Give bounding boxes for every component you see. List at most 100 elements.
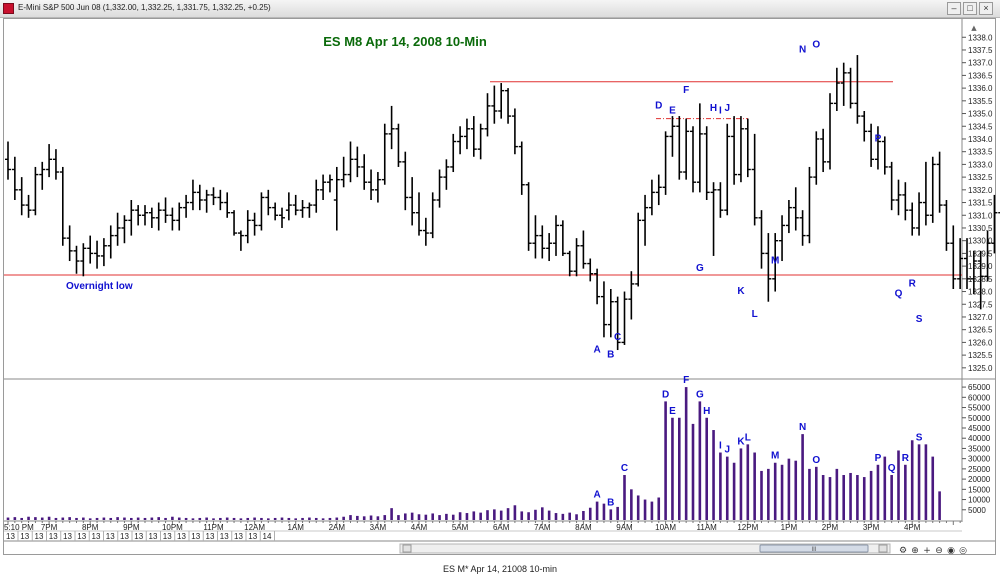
- ohlc-bar: [5, 141, 11, 180]
- volume-bar: [397, 515, 400, 520]
- volume-bar: [856, 475, 859, 520]
- volume-bar: [849, 472, 852, 520]
- ohlc-bar: [326, 174, 333, 193]
- ohlc-bar: [806, 166, 813, 244]
- ohlc-bar: [224, 192, 231, 218]
- crosshair-icon[interactable]: +: [923, 546, 931, 556]
- volume-bar: [184, 517, 188, 520]
- volume-annotation-label: S: [916, 432, 923, 443]
- ohlc-bar: [546, 233, 553, 262]
- zoom-in-icon[interactable]: ⊕: [911, 546, 919, 556]
- ohlc-bar: [525, 182, 532, 251]
- ohlc-bar: [600, 281, 607, 338]
- volume-annotation-label: J: [724, 445, 730, 456]
- volume-bar: [575, 514, 578, 520]
- volume-bar: [499, 510, 503, 520]
- ohlc-bar: [957, 238, 964, 289]
- time-axis-label: 7PM: [41, 523, 58, 532]
- ohlc-bar: [114, 212, 121, 246]
- volume-axis-tick-label: 55000: [968, 404, 991, 413]
- volume-bar: [636, 495, 640, 520]
- ohlc-bar: [395, 123, 402, 167]
- volume-bar: [609, 509, 613, 520]
- price-annotation-label: O: [812, 39, 820, 50]
- maximize-button[interactable]: □: [963, 2, 977, 15]
- price-axis-tick-label: 1325.0: [968, 364, 993, 373]
- scroll-left-button[interactable]: [402, 544, 412, 553]
- volume-bar: [862, 477, 866, 520]
- volume-bar: [732, 462, 736, 520]
- minimize-button[interactable]: –: [947, 2, 961, 15]
- volume-bar: [95, 517, 99, 520]
- ohlc-bar: [635, 212, 642, 287]
- scroll-right-button[interactable]: [878, 544, 888, 553]
- chart-canvas[interactable]: 1338.01337.51337.01336.51336.01335.51335…: [0, 0, 1000, 556]
- target-icon[interactable]: ◎: [959, 546, 967, 556]
- volume-bar: [561, 513, 565, 520]
- volume-bar: [301, 517, 304, 520]
- volume-bar: [82, 517, 85, 520]
- ohlc-bar: [943, 200, 950, 251]
- volume-bar: [369, 515, 373, 520]
- price-axis-tick-label: 1333.0: [968, 160, 993, 169]
- ohlc-bar: [333, 166, 340, 231]
- ohlc-bar: [573, 238, 580, 277]
- volume-bar: [267, 518, 270, 520]
- ohlc-bar: [895, 179, 902, 216]
- ohlc-bar: [833, 67, 840, 111]
- volume-bar: [150, 517, 154, 520]
- volume-bar: [869, 470, 873, 520]
- volume-bar: [27, 516, 30, 520]
- settings-icon[interactable]: ⚙: [899, 546, 907, 556]
- volume-bar: [136, 517, 140, 520]
- volume-bar: [40, 517, 44, 520]
- ohlc-bar: [320, 174, 327, 200]
- ohlc-bar: [737, 116, 744, 183]
- price-annotation-label: D: [655, 100, 662, 111]
- volume-bar: [712, 430, 715, 520]
- time-axis-label: 11AM: [697, 523, 718, 532]
- volume-bar: [794, 460, 798, 520]
- ohlc-bar: [532, 215, 539, 259]
- price-axis-tick-label: 1336.5: [968, 71, 993, 80]
- volume-bar: [273, 517, 277, 520]
- close-button[interactable]: ×: [979, 2, 993, 15]
- volume-bar: [198, 517, 202, 520]
- scroll-up-arrow-icon[interactable]: ▲: [971, 24, 977, 32]
- reference-lines: Overnight low: [4, 81, 962, 292]
- ohlc-bar: [717, 182, 724, 218]
- volume-bar: [219, 517, 222, 520]
- ohlc-bar: [970, 250, 977, 295]
- footer: ES M* Apr 14, 21008 10-min: [0, 556, 1000, 580]
- volume-bar: [445, 513, 448, 520]
- volume-bar: [68, 517, 71, 520]
- ohlc-bar: [11, 156, 18, 200]
- time-axis-label: 10AM: [655, 523, 676, 532]
- scrollbar-thumb[interactable]: [759, 544, 869, 553]
- time-axis-label: 1AM: [287, 523, 304, 532]
- zoom-out-icon[interactable]: ⊖: [935, 546, 943, 556]
- price-axis-tick-label: 1331.0: [968, 211, 993, 220]
- horizontal-scrollbar[interactable]: III: [399, 543, 891, 554]
- volume-bar: [643, 499, 647, 520]
- ohlc-bar: [183, 194, 190, 218]
- ohlc-bar: [176, 202, 183, 231]
- ohlc-bar: [991, 194, 998, 254]
- volume-bar: [232, 517, 236, 520]
- volume-annotation-label: Q: [888, 463, 896, 474]
- ohlc-bar: [950, 225, 957, 289]
- volume-bar: [554, 513, 558, 520]
- price-axis-tick-label: 1334.0: [968, 135, 993, 144]
- ohlc-bar: [210, 187, 217, 206]
- time-axis-label: 2AM: [329, 523, 346, 532]
- ohlc-bar: [450, 133, 457, 173]
- volume-bar: [650, 501, 654, 520]
- pan-icon[interactable]: ◉: [947, 546, 955, 556]
- volume-axis-tick-label: 50000: [968, 414, 991, 423]
- volume-bar: [260, 517, 263, 520]
- ohlc-bar: [39, 161, 46, 190]
- time-axis-label: 9PM: [123, 523, 140, 532]
- volume-bar: [486, 510, 489, 520]
- volume-bar: [842, 475, 845, 520]
